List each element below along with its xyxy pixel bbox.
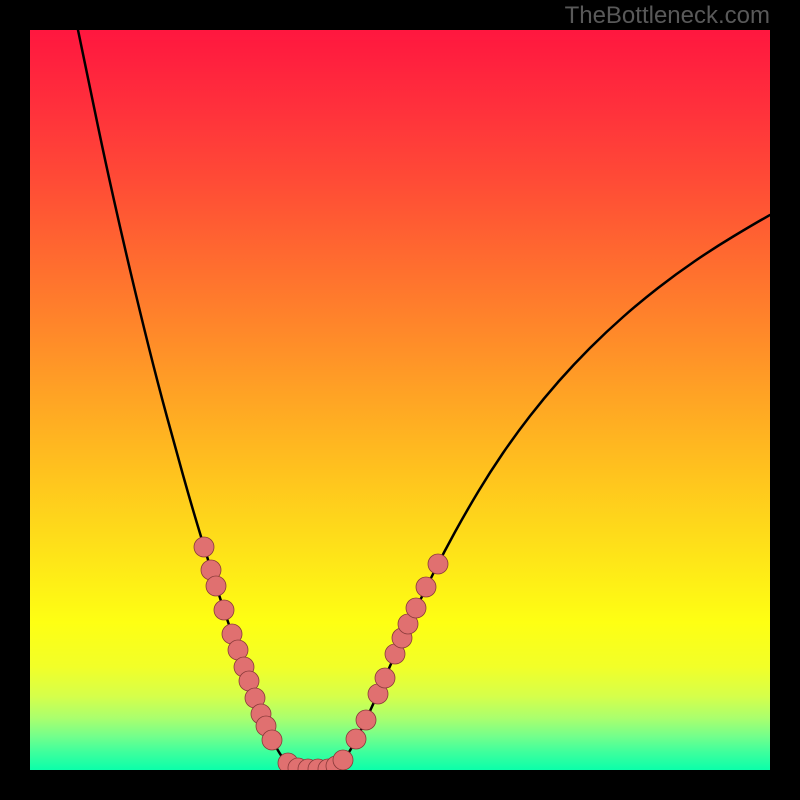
data-marker <box>406 598 426 618</box>
data-marker <box>206 576 226 596</box>
data-marker <box>333 750 353 770</box>
chart-frame: TheBottleneck.com <box>0 0 800 800</box>
data-marker <box>346 729 366 749</box>
watermark-text: TheBottleneck.com <box>565 2 770 30</box>
plot-area <box>30 30 770 770</box>
chart-svg <box>30 30 770 770</box>
data-marker <box>428 554 448 574</box>
data-marker <box>375 668 395 688</box>
data-marker <box>262 730 282 750</box>
data-marker <box>416 577 436 597</box>
data-marker <box>194 537 214 557</box>
data-marker <box>356 710 376 730</box>
data-marker <box>214 600 234 620</box>
